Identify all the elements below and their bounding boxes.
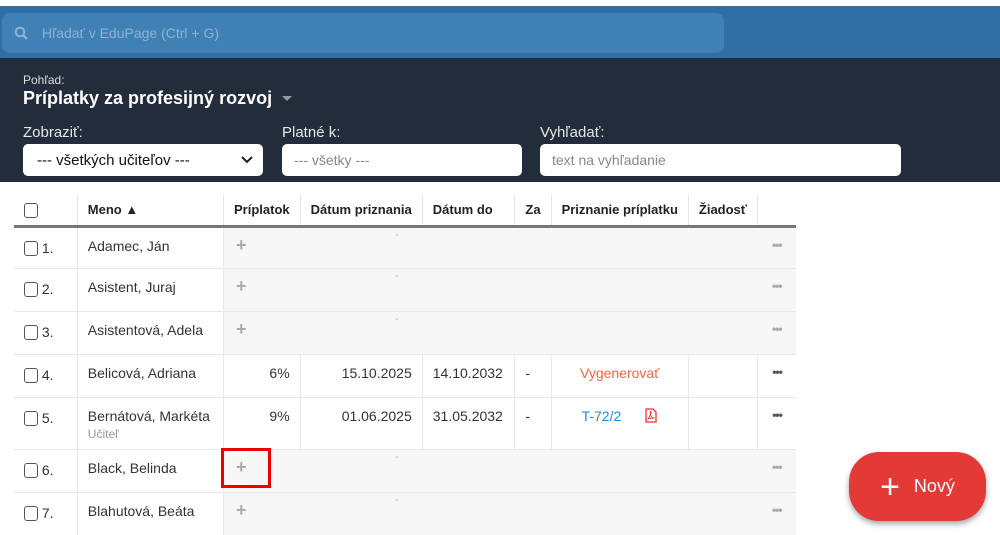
- col-datum-do[interactable]: Dátum do: [422, 195, 516, 228]
- more-actions-icon[interactable]: •••: [771, 459, 783, 474]
- teacher-role: Učiteľ: [87, 426, 119, 441]
- row-number: 1.: [41, 239, 54, 256]
- caret-down-icon: [282, 96, 293, 101]
- table-row: 3. Asistentová, Adela + - •••: [14, 310, 796, 354]
- row-checkbox[interactable]: [24, 506, 38, 522]
- empty-dash: -: [395, 270, 399, 282]
- col-datum-priznania[interactable]: Dátum priznania: [300, 195, 423, 228]
- col-ziadost[interactable]: Žiadosť: [688, 195, 759, 228]
- text-search-input[interactable]: text na vyhľadanie: [540, 144, 901, 176]
- allowance-percent: 9%: [223, 396, 301, 449]
- more-actions-icon[interactable]: •••: [772, 407, 783, 422]
- select-all-checkbox[interactable]: [24, 202, 38, 218]
- teacher-name[interactable]: Belicová, Adriana: [87, 364, 196, 381]
- granted-date: 01.06.2025: [300, 396, 423, 449]
- view-label: Pohľad:: [23, 73, 65, 87]
- empty-dash: -: [395, 313, 399, 325]
- table-row: 2. Asistent, Juraj + - •••: [14, 267, 796, 311]
- page-header: Pohľad: Príplatky za profesijný rozvoj Z…: [0, 58, 1000, 182]
- col-za[interactable]: Za: [514, 195, 552, 228]
- more-actions-icon[interactable]: •••: [771, 278, 783, 293]
- document-link[interactable]: T-72/2: [581, 407, 622, 424]
- table-row: 7. Blahutová, Beáta + - •••: [14, 491, 796, 535]
- row-checkbox[interactable]: [24, 325, 38, 341]
- empty-dash: -: [395, 494, 399, 506]
- row-checkbox[interactable]: [24, 282, 38, 298]
- highlight-box: [221, 448, 271, 488]
- empty-dash: -: [395, 229, 399, 241]
- allowance-percent: 6%: [223, 353, 301, 397]
- za-value: -: [514, 396, 552, 449]
- show-select[interactable]: --- všetkých učiteľov ---: [23, 144, 263, 176]
- empty-dash: -: [395, 451, 399, 463]
- row-number: 4.: [41, 366, 54, 383]
- new-label: Nový: [913, 476, 955, 496]
- teacher-name[interactable]: Black, Belinda: [87, 459, 177, 476]
- col-priznanie[interactable]: Priznanie príplatku: [551, 195, 689, 228]
- granted-date: 15.10.2025: [300, 353, 423, 397]
- show-value: --- všetkých učiteľov ---: [37, 151, 190, 169]
- teacher-name[interactable]: Blahutová, Beáta: [87, 502, 195, 519]
- col-meno[interactable]: Meno ▲: [77, 195, 225, 228]
- teacher-name[interactable]: Asistentová, Adela: [87, 321, 203, 338]
- row-number: 2.: [41, 280, 54, 297]
- add-allowance-plus-icon[interactable]: +: [236, 275, 247, 296]
- chevron-down-icon: [241, 156, 253, 164]
- search-icon: [14, 26, 28, 40]
- valid-label: Platné k:: [282, 124, 341, 141]
- table-row: 5. Bernátová, Markéta Učiteľ 9% 01.06.2025…: [14, 396, 796, 449]
- top-bar: Hľadať v EduPage (Ctrl + G): [0, 6, 1000, 58]
- page-title: Príplatky za profesijný rozvoj: [23, 88, 273, 108]
- add-allowance-plus-icon[interactable]: +: [236, 456, 247, 477]
- valid-to-date: 14.10.2032: [422, 353, 516, 397]
- add-allowance-plus-icon[interactable]: +: [236, 499, 247, 520]
- table-row: 6. Black, Belinda + - •••: [14, 448, 796, 492]
- search-placeholder: Hľadať v EduPage (Ctrl + G): [42, 25, 220, 41]
- generate-link[interactable]: Vygenerovať: [580, 364, 660, 381]
- valid-date-input[interactable]: --- všetky ---: [282, 144, 522, 176]
- add-allowance-plus-icon[interactable]: +: [236, 318, 247, 339]
- table-row: 4. Belicová, Adriana 6% 15.10.2025 14.10.…: [14, 353, 796, 397]
- pdf-icon[interactable]: [645, 407, 657, 423]
- table-row: 1. Adamec, Ján + - •••: [14, 225, 796, 268]
- row-number: 5.: [41, 409, 54, 426]
- col-priplatok[interactable]: Príplatok: [223, 195, 301, 228]
- valid-to-date: 31.05.2032: [422, 396, 516, 449]
- row-checkbox[interactable]: [24, 411, 38, 427]
- row-checkbox[interactable]: [24, 241, 38, 257]
- show-label: Zobraziť:: [23, 124, 83, 141]
- more-actions-icon[interactable]: •••: [771, 321, 783, 336]
- global-search[interactable]: Hľadať v EduPage (Ctrl + G): [2, 13, 724, 53]
- more-actions-icon[interactable]: •••: [771, 502, 783, 517]
- row-checkbox[interactable]: [24, 368, 38, 384]
- plus-icon: +: [880, 467, 900, 506]
- teacher-name[interactable]: Asistent, Juraj: [87, 278, 176, 295]
- more-actions-icon[interactable]: •••: [772, 364, 783, 379]
- new-button[interactable]: + Nový: [849, 452, 986, 521]
- view-selector[interactable]: Príplatky za profesijný rozvoj: [23, 88, 293, 109]
- teacher-name[interactable]: Bernátová, Markéta: [87, 407, 210, 424]
- row-number: 7.: [41, 504, 54, 521]
- row-checkbox[interactable]: [24, 463, 38, 479]
- teacher-name[interactable]: Adamec, Ján: [87, 237, 170, 254]
- add-allowance-plus-icon[interactable]: +: [236, 234, 247, 255]
- search-label: Vyhľadať:: [540, 124, 605, 141]
- allowance-table: Meno ▲ Príplatok Dátum priznania Dátum d…: [14, 195, 796, 535]
- row-number: 3.: [41, 323, 54, 340]
- row-number: 6.: [41, 461, 54, 478]
- za-value: -: [514, 353, 552, 397]
- more-actions-icon[interactable]: •••: [771, 237, 783, 252]
